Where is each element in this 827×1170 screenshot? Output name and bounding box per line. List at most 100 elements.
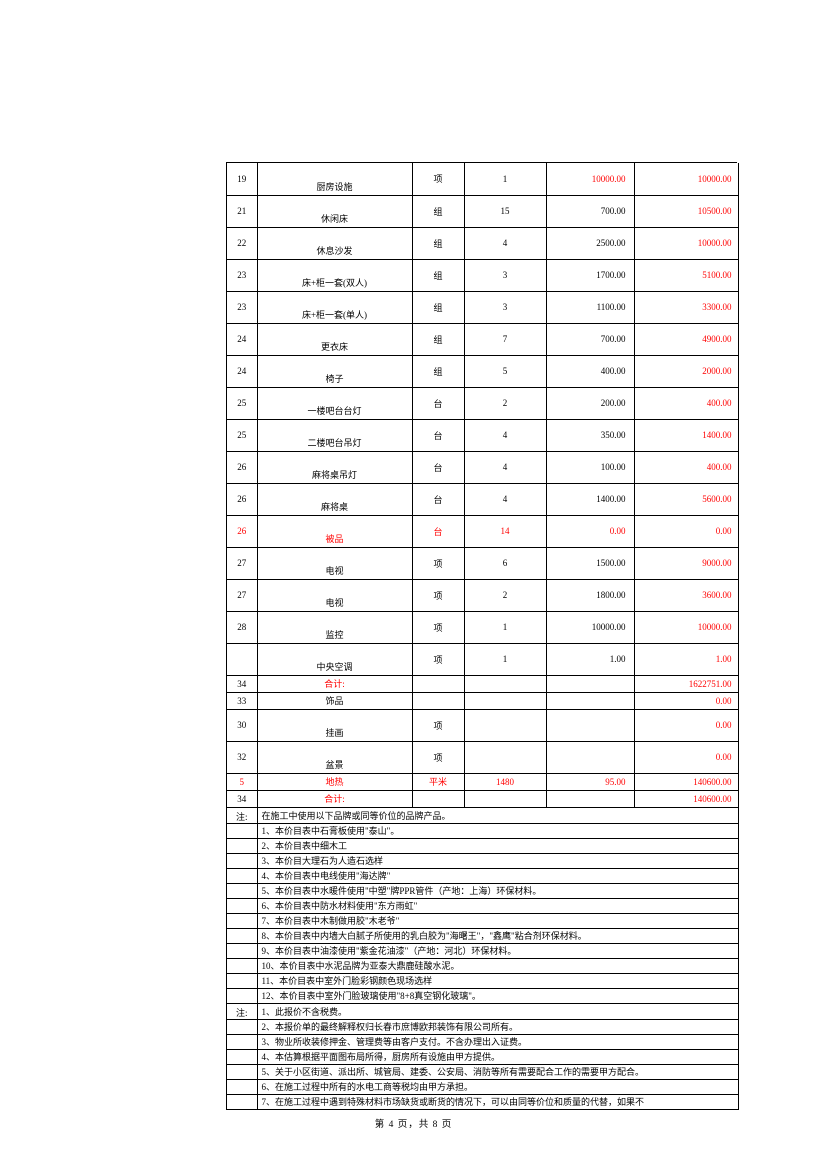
cell-idx: 27 [227, 579, 257, 611]
cell-qty: 3 [464, 259, 546, 291]
cell-name: 被品 [257, 515, 412, 547]
table-row: 27电视项61500.009000.00 [227, 547, 738, 579]
table-row: 中央空调项11.001.00 [227, 643, 738, 675]
cell-name: 休闲床 [257, 195, 412, 227]
note-row: 5、关于小区街道、派出所、城管局、建委、公安局、消防等所有需要配合工作的需要甲方… [227, 1064, 738, 1079]
cell-unit: 组 [412, 227, 464, 259]
note-label [227, 838, 257, 853]
cell-name: 监控 [257, 611, 412, 643]
cell-total: 3600.00 [634, 579, 738, 611]
cell-qty: 2 [464, 387, 546, 419]
cell-unit: 项 [412, 163, 464, 195]
note-text: 11、本价目表中室外门脸彩钢颜色现场选样 [257, 973, 738, 988]
table-row: 22休息沙发组42500.0010000.00 [227, 227, 738, 259]
cell-qty: 1 [464, 643, 546, 675]
table-row: 23床+柜一套(双人)组31700.005100.00 [227, 259, 738, 291]
cell-name: 地热 [257, 773, 412, 790]
cell-name: 床+柜一套(单人) [257, 291, 412, 323]
cell-total: 10000.00 [634, 163, 738, 195]
cell-price: 400.00 [546, 355, 634, 387]
note-row: 7、在施工过程中遇到特殊材料市场缺货或断货的情况下，可以由同等价位和质量的代替，… [227, 1094, 738, 1109]
cell-idx: 23 [227, 259, 257, 291]
cell-price: 700.00 [546, 195, 634, 227]
cell-qty [464, 741, 546, 773]
cell-total: 140600.00 [634, 790, 738, 807]
note-text: 6、在施工过程中所有的水电工商等税均由甲方承担。 [257, 1079, 738, 1094]
note-row: 4、本价目表中电线使用"海达牌" [227, 868, 738, 883]
cell-name: 合计: [257, 790, 412, 807]
note-row: 4、本估算根据平面图布局所得，厨房所有设施由甲方提供。 [227, 1049, 738, 1064]
note-label [227, 1034, 257, 1049]
cell-name: 更衣床 [257, 323, 412, 355]
cell-qty: 1480 [464, 773, 546, 790]
cell-price: 1800.00 [546, 579, 634, 611]
cell-price [546, 741, 634, 773]
cell-unit: 项 [412, 709, 464, 741]
table-row: 21休闲床组15700.0010500.00 [227, 195, 738, 227]
note-text: 3、本价目大理石为人造石选样 [257, 853, 738, 868]
note-label [227, 1079, 257, 1094]
cell-unit: 平米 [412, 773, 464, 790]
note-text: 5、关于小区街道、派出所、城管局、建委、公安局、消防等所有需要配合工作的需要甲方… [257, 1064, 738, 1079]
cell-name: 麻将桌吊灯 [257, 451, 412, 483]
table-row: 30挂画项 0.00 [227, 709, 738, 741]
note-row: 9、本价目表中油漆使用"紫金花油漆"（产地：河北）环保材料。 [227, 943, 738, 958]
note-text: 2、本报价单的最终解释权归长春市庶博欧邦装饰有限公司所有。 [257, 1019, 738, 1034]
cell-total: 10000.00 [634, 227, 738, 259]
table-row: 27电视项21800.003600.00 [227, 579, 738, 611]
cell-total: 4900.00 [634, 323, 738, 355]
note-label [227, 868, 257, 883]
cell-name: 休息沙发 [257, 227, 412, 259]
cell-name: 中央空调 [257, 643, 412, 675]
table-row: 23床+柜一套(单人)组31100.003300.00 [227, 291, 738, 323]
cell-idx: 5 [227, 773, 257, 790]
cell-qty: 4 [464, 227, 546, 259]
cell-price [546, 692, 634, 709]
cell-total: 400.00 [634, 387, 738, 419]
table-row: 24更衣床组7700.004900.00 [227, 323, 738, 355]
note-row: 6、本价目表中防水材料使用"东方雨虹" [227, 898, 738, 913]
cell-unit: 台 [412, 451, 464, 483]
note-label [227, 913, 257, 928]
note-label [227, 943, 257, 958]
note-text: 9、本价目表中油漆使用"紫金花油漆"（产地：河北）环保材料。 [257, 943, 738, 958]
note-row: 注:1、此报价不含税费。 [227, 1003, 738, 1019]
cell-qty: 7 [464, 323, 546, 355]
cell-total: 2000.00 [634, 355, 738, 387]
note-label [227, 973, 257, 988]
cell-name: 合计: [257, 675, 412, 692]
cell-unit: 组 [412, 259, 464, 291]
cell-total: 10500.00 [634, 195, 738, 227]
cell-name: 挂画 [257, 709, 412, 741]
note-row: 11、本价目表中室外门脸彩钢颜色现场选样 [227, 973, 738, 988]
cell-name: 厨房设施 [257, 163, 412, 195]
note-label [227, 823, 257, 838]
table-row: 24椅子组5400.002000.00 [227, 355, 738, 387]
note-label [227, 1019, 257, 1034]
note-text: 4、本估算根据平面图布局所得，厨房所有设施由甲方提供。 [257, 1049, 738, 1064]
cell-qty [464, 675, 546, 692]
cell-total: 0.00 [634, 709, 738, 741]
table-row: 33饰品0.00 [227, 692, 738, 709]
cell-name: 饰品 [257, 692, 412, 709]
price-table-container: 19厨房设施项110000.0010000.0021休闲床组15700.0010… [226, 162, 737, 1110]
table-row: 26麻将桌台41400.005600.00 [227, 483, 738, 515]
note-row: 10、本价目表中水泥品牌为亚泰大鼎鹿硅酸水泥。 [227, 958, 738, 973]
note-text: 3、物业所收装修押金、管理费等由客户支付。不含办理出入证费。 [257, 1034, 738, 1049]
cell-total: 140600.00 [634, 773, 738, 790]
note-row: 5、本价目表中水暖件使用"中塑"牌PPR管件（产地：上海）环保材料。 [227, 883, 738, 898]
cell-price [546, 675, 634, 692]
cell-idx: 30 [227, 709, 257, 741]
cell-unit: 项 [412, 741, 464, 773]
note-label [227, 958, 257, 973]
note-label [227, 898, 257, 913]
cell-qty [464, 692, 546, 709]
cell-price: 0.00 [546, 515, 634, 547]
cell-idx: 24 [227, 323, 257, 355]
cell-unit: 台 [412, 419, 464, 451]
note-text: 5、本价目表中水暖件使用"中塑"牌PPR管件（产地：上海）环保材料。 [257, 883, 738, 898]
note-row: 8、本价目表中内墙大白腻子所使用的乳白胶为"海曙王"，"鑫鹰"粘合剂环保材料。 [227, 928, 738, 943]
note-text: 在施工中使用以下品牌或同等价位的品牌产品。 [257, 807, 738, 823]
note-text: 12、本价目表中室外门脸玻璃使用"8+8真空钢化玻璃"。 [257, 988, 738, 1003]
cell-price: 200.00 [546, 387, 634, 419]
